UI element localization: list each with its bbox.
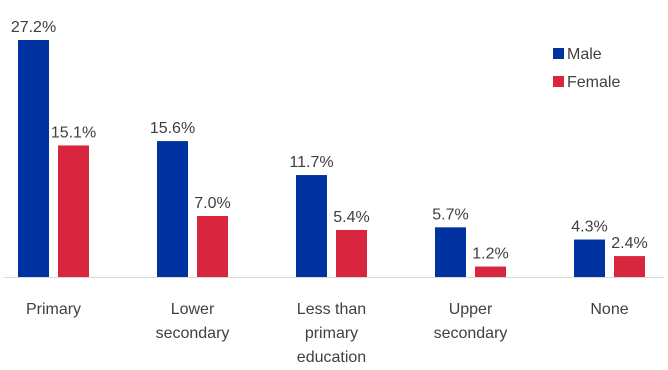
category-label-3-line-0: Upper bbox=[449, 301, 493, 318]
bar-female-0 bbox=[58, 145, 89, 277]
value-labels-group: 27.2% 15.1% 15.6% 7.0% 11.7% 5.4% 5.7% 1.2% 4.3%… bbox=[11, 19, 648, 263]
value-label-female-1: 7.0% bbox=[194, 195, 230, 212]
legend-swatch-female bbox=[553, 76, 564, 87]
category-label-2-line-2: education bbox=[297, 349, 366, 366]
bars-group bbox=[18, 40, 645, 277]
category-label-0-line-0: Primary bbox=[26, 301, 81, 318]
value-label-male-0: 27.2% bbox=[11, 19, 56, 36]
value-label-male-2: 11.7% bbox=[289, 154, 333, 171]
bar-female-4 bbox=[614, 256, 645, 277]
legend-swatch-male bbox=[553, 48, 564, 59]
value-label-female-2: 5.4% bbox=[333, 209, 369, 226]
category-label-1-line-0: Lower bbox=[171, 301, 215, 318]
category-label-4-line-0: None bbox=[590, 301, 628, 318]
value-label-female-0: 15.1% bbox=[51, 124, 96, 141]
bar-female-3 bbox=[475, 266, 506, 277]
legend-label-male: Male bbox=[567, 46, 602, 63]
bar-male-1 bbox=[157, 141, 188, 277]
category-labels-group: Primary Lower secondary Less than primary edu… bbox=[26, 301, 629, 366]
category-label-2-line-1: primary bbox=[305, 325, 358, 342]
legend-label-female: Female bbox=[567, 74, 620, 91]
category-label-3-line-1: secondary bbox=[434, 325, 508, 342]
legend: Male Female bbox=[553, 46, 620, 91]
category-label-2-line-0: Less than bbox=[297, 301, 366, 318]
value-label-male-3: 5.7% bbox=[432, 206, 468, 223]
bar-male-2 bbox=[296, 175, 327, 277]
bar-female-1 bbox=[197, 216, 228, 277]
bar-male-3 bbox=[435, 227, 466, 277]
value-label-male-4: 4.3% bbox=[571, 219, 607, 236]
bar-male-4 bbox=[574, 239, 605, 277]
category-label-1-line-1: secondary bbox=[156, 325, 230, 342]
bar-male-0 bbox=[18, 40, 49, 277]
value-label-male-1: 15.6% bbox=[150, 120, 195, 137]
value-label-female-3: 1.2% bbox=[472, 246, 508, 263]
bar-female-2 bbox=[336, 229, 367, 277]
value-label-female-4: 2.4% bbox=[611, 235, 647, 252]
